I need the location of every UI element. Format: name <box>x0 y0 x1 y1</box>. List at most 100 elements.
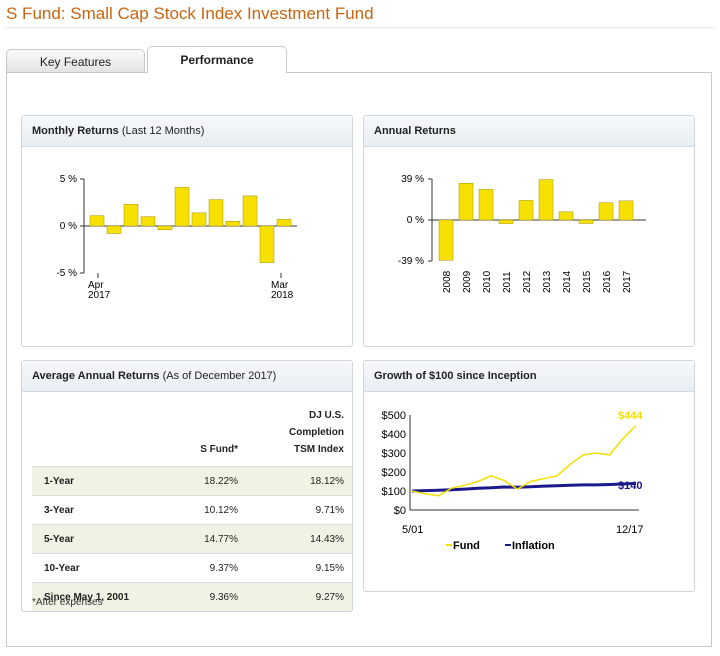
tab-key-features[interactable]: Key Features <box>6 49 145 72</box>
annual-y-tick-top: 39 % <box>401 174 424 185</box>
growth-y-tick: $400 <box>382 429 406 441</box>
annual-bar-2014 <box>558 211 574 221</box>
annual-bar-2009 <box>458 183 474 221</box>
tab-performance[interactable]: Performance <box>147 46 287 73</box>
legend-inflation-label: Inflation <box>512 540 555 552</box>
growth-y-tick: $0 <box>394 505 406 517</box>
index-value: 18.12% <box>246 466 352 496</box>
annual-bar-2011 <box>498 219 514 224</box>
average-returns-table: S Fund* DJ U.S. Completion TSM Index 1-Y… <box>32 407 352 611</box>
index-value: 9.15% <box>246 553 352 583</box>
monthly-x-start-month: Apr <box>88 280 104 291</box>
average-returns-panel: Average Annual Returns (As of December 2… <box>21 360 353 612</box>
monthly-bar-dec-2017 <box>225 221 241 227</box>
annual-y-tick-zero: 0 % <box>407 215 424 226</box>
fund-line <box>411 425 637 497</box>
title-divider <box>6 27 714 28</box>
annual-x-label-2008: 2008 <box>442 270 453 293</box>
annual-bar-2015 <box>578 219 594 224</box>
index-value: 9.27% <box>246 582 352 611</box>
growth-header: Growth of $100 since Inception <box>364 361 694 392</box>
monthly-bar-jun-2017 <box>123 204 139 227</box>
row-label: Since May 1, 2001 <box>32 582 158 611</box>
monthly-returns-panel: Monthly Returns (Last 12 Months) 5 % 0 %… <box>21 115 353 347</box>
table-row: 5-Year 14.77% 14.43% <box>32 524 352 554</box>
fund-value: 9.37% <box>158 553 246 583</box>
monthly-x-end-year: 2018 <box>271 290 294 301</box>
growth-y-tick: $200 <box>382 467 406 479</box>
annual-x-label-2015: 2015 <box>582 270 593 293</box>
fund-value: 10.12% <box>158 495 246 525</box>
fund-value: 14.77% <box>158 524 246 554</box>
inflation-end-label: $140 <box>618 480 642 492</box>
fund-value: 18.22% <box>158 466 246 496</box>
monthly-bar-aug-2017 <box>157 225 173 231</box>
average-returns-title: Average Annual Returns <box>32 370 160 382</box>
annual-bar-2008 <box>438 219 454 261</box>
monthly-bar-feb-2018 <box>259 225 275 263</box>
table-row: 1-Year 18.22% 18.12% <box>32 466 352 496</box>
annual-y-tick-bottom: -39 % <box>398 256 424 267</box>
monthly-y-tick-zero: 0 % <box>60 221 77 232</box>
annual-bar-2016 <box>598 202 614 221</box>
annual-bar-2013 <box>538 179 554 221</box>
monthly-bar-sep-2017 <box>174 187 190 227</box>
annual-returns-title: Annual Returns <box>374 125 456 137</box>
footnote: *After expenses <box>32 597 103 608</box>
row-label: 5-Year <box>32 524 158 554</box>
monthly-returns-chart: 5 % 0 % -5 % Apr 2017 Mar 2018 <box>56 174 297 301</box>
row-label: 3-Year <box>32 495 158 525</box>
growth-y-tick: $300 <box>382 448 406 460</box>
annual-returns-panel: Annual Returns 39 % 0 % -39 % 2008 2009 20… <box>363 115 695 347</box>
monthly-bar-jul-2017 <box>140 216 156 227</box>
monthly-bar-jan-2018 <box>242 195 258 227</box>
growth-panel: Growth of $100 since Inception $500 $400… <box>363 360 695 592</box>
row-label: 1-Year <box>32 466 158 496</box>
average-returns-subtitle: (As of December 2017) <box>162 370 277 382</box>
annual-returns-header: Annual Returns <box>364 116 694 147</box>
performance-content: Monthly Returns (Last 12 Months) 5 % 0 %… <box>6 72 712 647</box>
average-returns-header: Average Annual Returns (As of December 2… <box>22 361 352 392</box>
annual-bar-2012 <box>518 200 534 221</box>
annual-bar-2017 <box>618 200 634 221</box>
page-title: S Fund: Small Cap Stock Index Investment… <box>6 4 374 23</box>
monthly-x-start-year: 2017 <box>88 290 111 301</box>
monthly-returns-header: Monthly Returns (Last 12 Months) <box>22 116 352 147</box>
monthly-bar-mar-2018 <box>276 219 292 227</box>
monthly-returns-subtitle: (Last 12 Months) <box>121 125 205 137</box>
growth-chart: $500 $400 $300 $200 $100 $0 $444 $140 5/… <box>382 410 644 552</box>
row-label: 10-Year <box>32 553 158 583</box>
table-header-row: S Fund* DJ U.S. Completion TSM Index <box>32 407 352 467</box>
monthly-bar-apr-2017 <box>89 215 105 227</box>
growth-x-end: 12/17 <box>616 524 644 536</box>
legend-fund-label: Fund <box>453 540 480 552</box>
annual-returns-chart: 39 % 0 % -39 % 2008 2009 2010 2011 2012 2013 2… <box>398 174 646 293</box>
monthly-y-tick-bottom: -5 % <box>56 268 77 279</box>
growth-x-start: 5/01 <box>402 524 423 536</box>
monthly-bar-may-2017 <box>106 225 122 234</box>
monthly-x-end-month: Mar <box>271 280 289 291</box>
fund-value: 9.36% <box>158 582 246 611</box>
annual-x-label-2014: 2014 <box>562 270 573 293</box>
index-value: 14.43% <box>246 524 352 554</box>
annual-x-label-2011: 2011 <box>502 271 513 293</box>
column-header-fund: S Fund* <box>200 444 238 455</box>
annual-bar-2010 <box>478 189 494 221</box>
table-row: 3-Year 10.12% 9.71% <box>32 495 352 525</box>
annual-x-label-2010: 2010 <box>482 270 493 293</box>
fund-end-label: $444 <box>618 410 643 422</box>
table-row: 10-Year 9.37% 9.15% <box>32 553 352 583</box>
annual-x-label-2013: 2013 <box>542 270 553 293</box>
growth-y-tick: $500 <box>382 410 406 422</box>
table-row: Since May 1, 2001 9.36% 9.27% <box>32 582 352 611</box>
monthly-bar-nov-2017 <box>208 199 224 227</box>
monthly-y-tick-top: 5 % <box>60 174 77 185</box>
annual-x-label-2012: 2012 <box>522 270 533 293</box>
index-value: 9.71% <box>246 495 352 525</box>
annual-x-label-2016: 2016 <box>602 270 613 293</box>
annual-x-label-2017: 2017 <box>622 270 633 293</box>
growth-y-tick: $100 <box>382 486 406 498</box>
monthly-returns-title: Monthly Returns <box>32 125 119 137</box>
growth-title: Growth of $100 since Inception <box>374 370 537 382</box>
column-header-index: DJ U.S. Completion TSM Index <box>289 410 344 455</box>
